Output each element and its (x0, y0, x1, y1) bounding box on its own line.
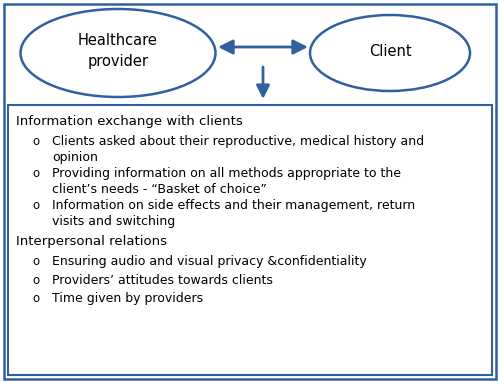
Text: Client: Client (368, 44, 412, 59)
Text: Interpersonal relations: Interpersonal relations (16, 235, 167, 248)
Text: o: o (32, 167, 40, 180)
Text: Ensuring audio and visual privacy &confidentiality: Ensuring audio and visual privacy &confi… (52, 255, 367, 268)
Text: o: o (32, 199, 40, 212)
Text: Information on side effects and their management, return
visits and switching: Information on side effects and their ma… (52, 199, 415, 228)
Ellipse shape (310, 15, 470, 91)
Ellipse shape (20, 9, 216, 97)
Text: o: o (32, 292, 40, 305)
Text: Providing information on all methods appropriate to the
client’s needs - “Basket: Providing information on all methods app… (52, 167, 401, 196)
Text: Time given by providers: Time given by providers (52, 292, 203, 305)
Text: o: o (32, 135, 40, 148)
Text: Information exchange with clients: Information exchange with clients (16, 115, 243, 128)
Text: Providers’ attitudes towards clients: Providers’ attitudes towards clients (52, 273, 273, 286)
Text: o: o (32, 273, 40, 286)
Text: Clients asked about their reproductive, medical history and
opinion: Clients asked about their reproductive, … (52, 135, 424, 164)
Text: Healthcare
provider: Healthcare provider (78, 33, 158, 69)
FancyBboxPatch shape (8, 105, 492, 375)
Text: o: o (32, 255, 40, 268)
